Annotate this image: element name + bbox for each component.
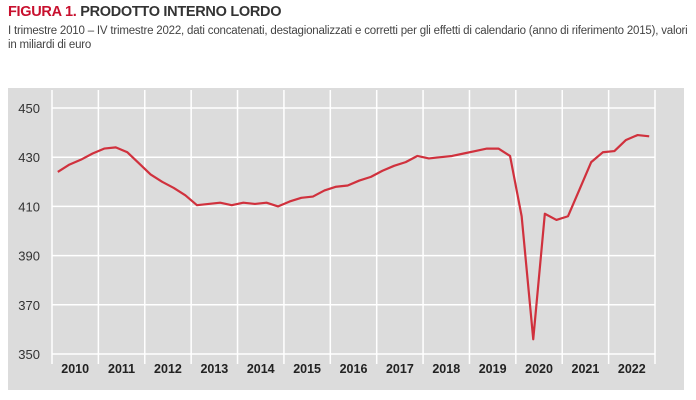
figure-label: FIGURA 1. <box>8 4 77 20</box>
title-text: PRODOTTO INTERNO LORDO <box>80 4 282 20</box>
chart-subtitle: I trimestre 2010 – IV trimestre 2022, da… <box>8 25 688 51</box>
y-tick-label: 410 <box>18 199 40 214</box>
gdp-line <box>57 133 650 341</box>
x-tick-label: 2013 <box>200 362 228 376</box>
x-tick-label: 2011 <box>108 362 135 376</box>
x-tick-label: 2020 <box>525 362 553 376</box>
x-tick-label: 2022 <box>618 362 646 376</box>
y-tick-label: 390 <box>18 249 40 264</box>
y-tick-label: 350 <box>18 347 40 362</box>
chart-panel <box>8 88 684 390</box>
x-tick-label: 2017 <box>386 362 414 376</box>
x-tick-label: 2010 <box>61 362 89 376</box>
x-tick-label: 2015 <box>293 362 321 376</box>
y-tick-label: 450 <box>18 101 40 116</box>
x-tick-label: 2016 <box>340 362 368 376</box>
chart-title: FIGURA 1. PRODOTTO INTERNO LORDO <box>8 4 281 20</box>
y-tick-label: 370 <box>18 298 40 313</box>
x-tick-label: 2018 <box>432 362 460 376</box>
x-tick-label: 2014 <box>247 362 275 376</box>
x-tick-label: 2021 <box>572 362 600 376</box>
x-tick-label: 2019 <box>479 362 507 376</box>
y-tick-label: 430 <box>18 150 40 165</box>
x-tick-label: 2012 <box>154 362 182 376</box>
